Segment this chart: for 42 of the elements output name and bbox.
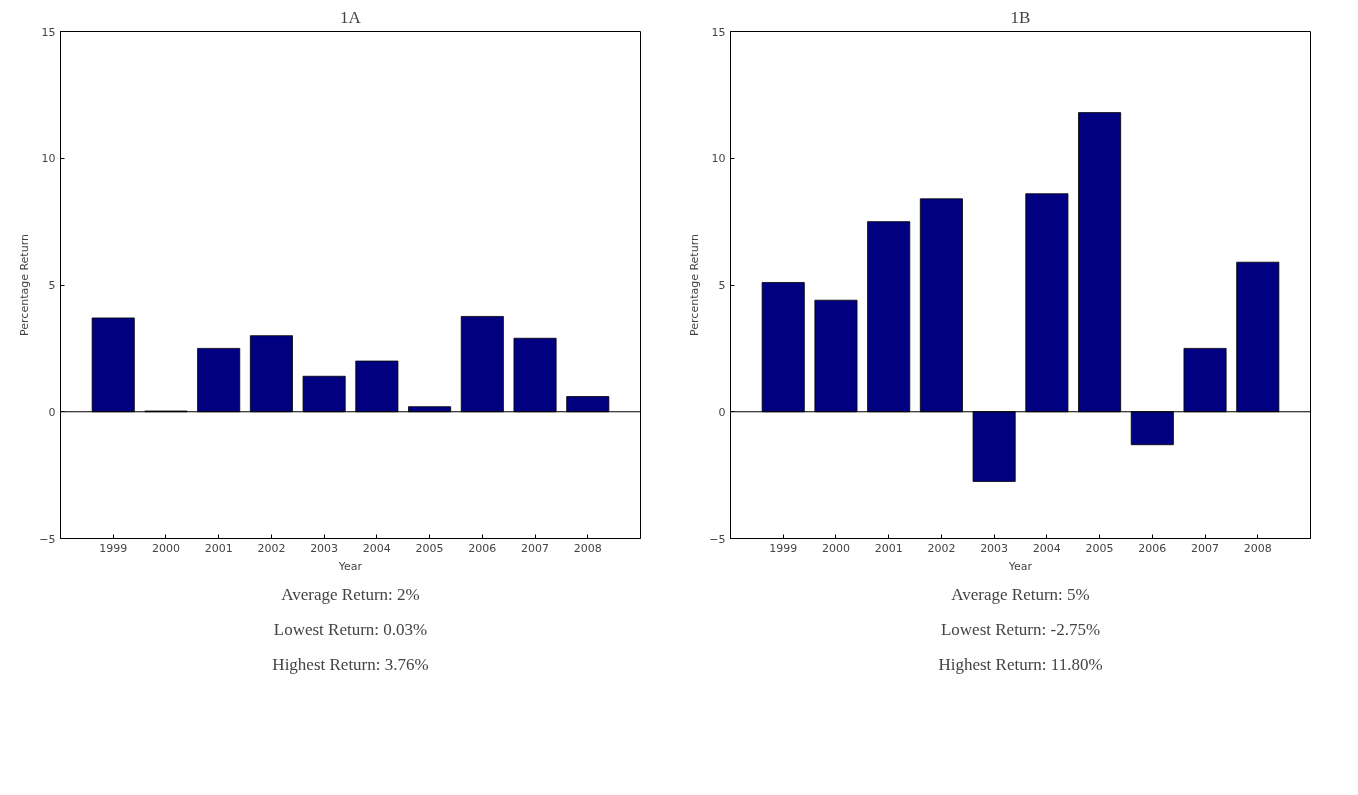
y-tick-label: 5 — [718, 279, 726, 292]
x-tick-label: 2000 — [151, 541, 180, 555]
chart-title: 1A — [340, 7, 362, 27]
y-tick-label: 15 — [41, 25, 56, 39]
x-tick-label: 2001 — [874, 541, 903, 555]
y-tick-label: −5 — [39, 532, 56, 546]
y-tick-label: 0 — [48, 405, 56, 419]
x-axis-title: Year — [337, 559, 363, 573]
x-tick-label: 1999 — [99, 541, 128, 555]
x-tick-label: 2001 — [204, 541, 233, 555]
x-axis-title: Year — [1007, 559, 1033, 573]
x-tick-label: 2000 — [821, 541, 850, 555]
x-tick-label: 2008 — [573, 541, 602, 555]
y-axis-title: Percentage Return — [18, 234, 32, 336]
y-tick-label: 15 — [711, 25, 726, 39]
x-tick-label: 2006 — [468, 541, 497, 555]
y-tick-label: −5 — [709, 532, 726, 546]
text: Average Return: 2% — [281, 584, 420, 604]
y-tick-label: 10 — [41, 152, 56, 166]
text: Highest Return: 11.80% — [938, 654, 1103, 674]
text: Average Return: 5% — [951, 584, 1090, 604]
x-tick-label: 2004 — [362, 541, 391, 555]
x-tick-label: 2006 — [1138, 541, 1167, 555]
x-tick-label: 2005 — [1085, 541, 1114, 555]
x-tick-label: 2007 — [521, 541, 550, 555]
y-tick-label: 5 — [48, 279, 56, 292]
text: Highest Return: 3.76% — [272, 654, 429, 674]
x-tick-label: 2004 — [1032, 541, 1061, 555]
chart-title: 1B — [1010, 7, 1031, 27]
x-tick-label: 2002 — [927, 541, 956, 555]
x-tick-label: 2007 — [1191, 541, 1220, 555]
x-tick-label: 2003 — [310, 541, 339, 555]
x-tick-label: 1999 — [769, 541, 798, 555]
x-tick-label: 2008 — [1243, 541, 1272, 555]
y-axis-title: Percentage Return — [688, 234, 702, 336]
x-tick-label: 2003 — [980, 541, 1009, 555]
y-tick-label: 10 — [711, 152, 726, 166]
x-tick-label: 2005 — [415, 541, 444, 555]
text: Lowest Return: -2.75% — [940, 619, 1101, 639]
y-tick-label: 0 — [718, 405, 726, 419]
text: Lowest Return: 0.03% — [273, 619, 428, 639]
x-tick-label: 2002 — [257, 541, 286, 555]
